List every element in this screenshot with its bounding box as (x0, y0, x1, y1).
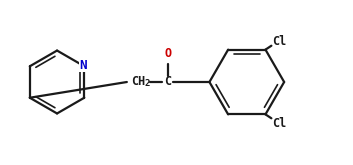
Text: CH: CH (132, 75, 146, 87)
Text: N: N (79, 59, 87, 72)
Text: C: C (164, 75, 172, 87)
Text: Cl: Cl (272, 35, 286, 48)
Text: 2: 2 (145, 80, 150, 88)
Text: O: O (164, 47, 172, 60)
Text: Cl: Cl (272, 117, 286, 130)
